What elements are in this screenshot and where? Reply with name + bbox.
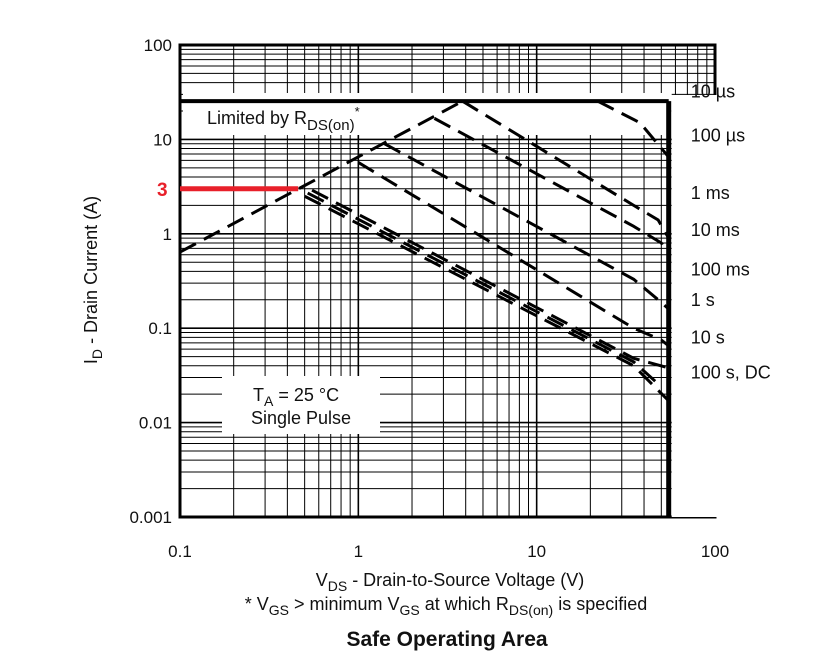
grid [178, 43, 812, 519]
soa-curve-10-s [462, 99, 670, 159]
pulse-label: Single Pulse [251, 408, 351, 428]
ta-label: TA = 25 °C [253, 385, 339, 409]
rds-label: Limited by RDS(on)* [207, 104, 360, 134]
conditions-box [222, 376, 380, 434]
footnote: * VGS > minimum VGS at which RDS(on) is … [245, 594, 647, 618]
series-label: 1 s [691, 290, 715, 310]
chart-title: Safe Operating Area [346, 628, 547, 651]
y-tick-label: 100 [144, 36, 172, 55]
curves [179, 99, 672, 517]
series-label: 10 s [691, 327, 725, 347]
x-tick-label: 10 [527, 542, 546, 561]
soa-curve-1-s [311, 188, 670, 370]
label-column-bg [671, 95, 812, 517]
labels: 10 µs 100 µs 1 ms 10 ms 100 ms 1 s 10 s 100 s, … [129, 36, 770, 561]
soa-curve-1-ms [433, 117, 670, 255]
y-axis-label: ID - Drain Current (A) [81, 196, 105, 364]
series-label: 1 ms [691, 183, 730, 203]
y-tick-label: 0.001 [129, 508, 172, 527]
series-label: 100 µs [691, 125, 745, 145]
series-label: 100 ms [691, 259, 750, 279]
series-label: 100 s, DC [691, 362, 771, 382]
x-axis-label: VDS - Drain-to-Source Voltage (V) [316, 570, 585, 594]
series-label: 10 µs [691, 82, 735, 102]
soa-curve-100-s-dc [303, 194, 670, 402]
soa-curve-100-ms [357, 161, 670, 348]
y-tick-label: 0.1 [148, 319, 172, 338]
x-tick-label: 0.1 [168, 542, 192, 561]
y-tick-label: 0.01 [139, 414, 172, 433]
marker-label: 3 [157, 180, 168, 201]
x-tick-label: 100 [701, 542, 729, 561]
soa-curve-10-s [306, 191, 663, 388]
y-tick-label: 10 [153, 130, 172, 149]
x-tick-label: 1 [354, 542, 363, 561]
series-label: 10 ms [691, 220, 740, 240]
y-tick-label: 1 [163, 225, 172, 244]
soa-curve-10-ms [383, 142, 670, 311]
